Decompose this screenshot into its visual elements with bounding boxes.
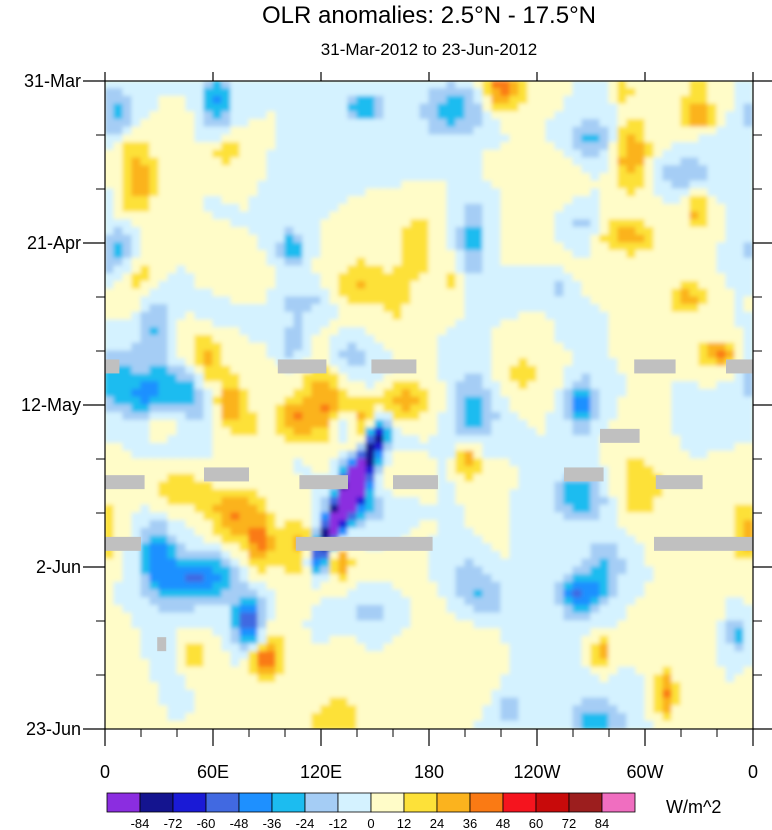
missing-data-bar — [105, 359, 120, 374]
colorbar-swatch — [271, 792, 306, 813]
colorbar-tick-label: -60 — [197, 816, 216, 830]
y-tick-label: 21-Apr — [27, 233, 81, 253]
anomaly-field — [105, 81, 753, 729]
chart-subtitle: 31-Mar-2012 to 23-Jun-2012 — [320, 40, 538, 59]
colorbar-tick-label: -24 — [296, 816, 315, 830]
colorbar: -84 -72 -60 -48 -36 -24 -12 0 12 24 36 48 60 72 84 — [106, 792, 636, 830]
missing-data-layer — [105, 359, 753, 652]
colorbar-swatch — [238, 792, 273, 813]
colorbar-tick-label: -36 — [263, 816, 282, 830]
x-tick-label: 120E — [300, 762, 342, 782]
missing-data-bar — [393, 475, 438, 490]
colorbar-tick-label: -84 — [131, 816, 150, 830]
colorbar-swatch — [535, 792, 570, 813]
x-tick-label: 0 — [100, 762, 110, 782]
colorbar-tick-label: 0 — [367, 816, 374, 830]
colorbar-swatch — [304, 792, 339, 813]
x-tick-label: 180 — [414, 762, 444, 782]
missing-data-bar — [371, 359, 417, 374]
colorbar-swatch — [205, 792, 240, 813]
y-tick-label: 2-Jun — [36, 557, 81, 577]
colorbar-tick-label: 72 — [562, 816, 576, 830]
missing-data-bar — [295, 536, 433, 551]
colorbar-swatch — [469, 792, 504, 813]
colorbar-units: W/m^2 — [666, 797, 722, 817]
colorbar-swatch — [106, 792, 141, 813]
colorbar-tick-label: 84 — [595, 816, 609, 830]
colorbar-tick-label: 36 — [463, 816, 477, 830]
x-tick-label: 0 — [748, 762, 758, 782]
missing-data-bar — [654, 536, 753, 551]
x-tick-label: 60E — [197, 762, 229, 782]
colorbar-swatch — [436, 792, 471, 813]
missing-data-bar — [600, 428, 640, 443]
y-tick-label: 23-Jun — [26, 719, 81, 739]
colorbar-tick-label: -48 — [230, 816, 249, 830]
colorbar-tick-label: -12 — [329, 816, 348, 830]
colorbar-swatch — [139, 792, 174, 813]
x-tick-label: 120W — [513, 762, 560, 782]
colorbar-swatch — [568, 792, 603, 813]
missing-data-bar — [564, 467, 604, 482]
missing-data-bar — [299, 475, 348, 490]
missing-data-bar — [157, 637, 167, 652]
colorbar-tick-label: -72 — [164, 816, 183, 830]
colorbar-swatch — [601, 792, 636, 813]
colorbar-tick-label: 48 — [496, 816, 510, 830]
y-tick-label: 12-May — [21, 395, 81, 415]
colorbar-tick-label: 24 — [430, 816, 444, 830]
x-tick-label: 60W — [626, 762, 663, 782]
missing-data-bar — [655, 475, 703, 490]
axis-ticks: 31-Mar 21-Apr 12-May 2-Jun 23-Jun 0 60E 120E 180… — [21, 71, 772, 782]
colorbar-swatch — [502, 792, 537, 813]
missing-data-bar — [726, 359, 753, 374]
colorbar-swatch — [172, 792, 207, 813]
missing-data-bar — [204, 467, 249, 482]
missing-data-bar — [277, 359, 327, 374]
chart-title: OLR anomalies: 2.5°N - 17.5°N — [261, 2, 596, 29]
missing-data-bar — [105, 536, 141, 551]
missing-data-bar — [634, 359, 676, 374]
colorbar-swatch — [370, 792, 405, 813]
colorbar-swatch — [403, 792, 438, 813]
colorbar-tick-label: 60 — [529, 816, 543, 830]
missing-data-bar — [105, 475, 145, 490]
colorbar-tick-label: 12 — [397, 816, 411, 830]
y-tick-label: 31-Mar — [24, 71, 81, 91]
colorbar-swatch — [337, 792, 372, 813]
